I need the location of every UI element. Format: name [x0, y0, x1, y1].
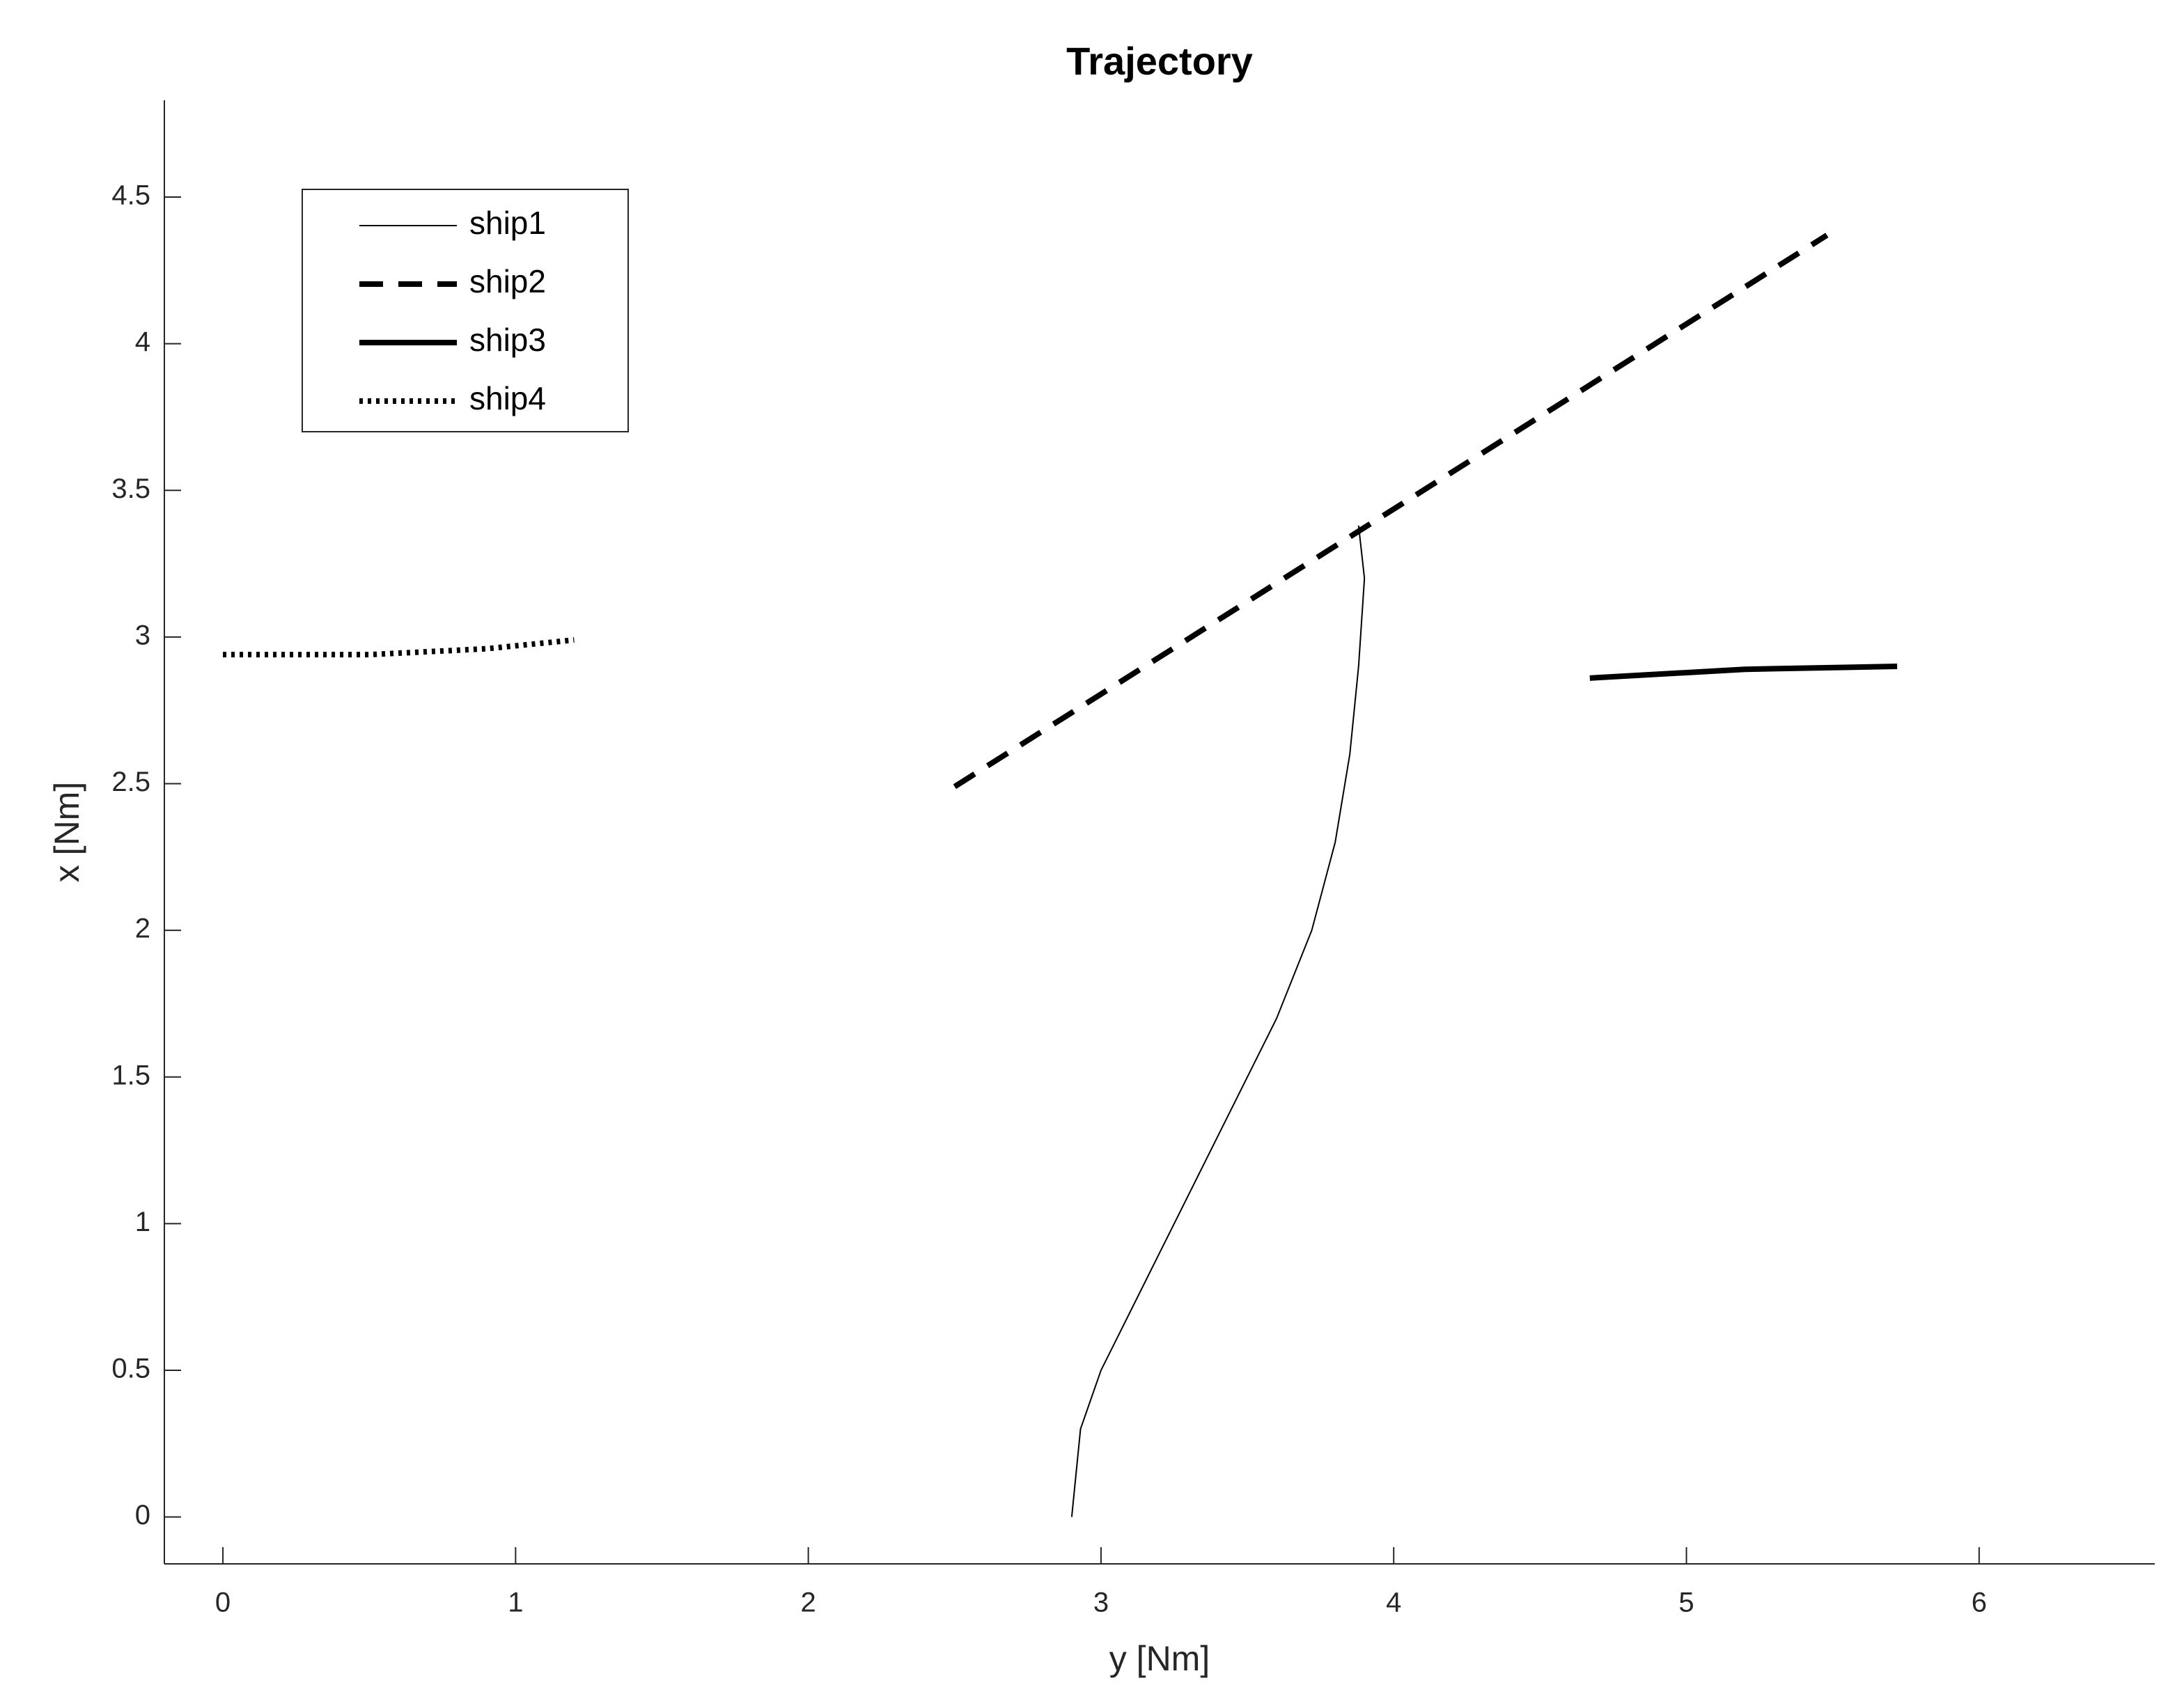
series-line — [1589, 663, 1898, 681]
chart-title: Trajectory — [1066, 39, 1253, 83]
y-tick-label: 1 — [135, 1207, 150, 1237]
legend-box — [302, 189, 629, 432]
y-tick-label: 0.5 — [111, 1354, 150, 1384]
legend-label: ship4 — [469, 380, 546, 416]
x-axis-label: y [Nm] — [1109, 1639, 1210, 1678]
legend-label: ship2 — [469, 263, 546, 299]
y-tick-label: 1.5 — [111, 1060, 150, 1090]
x-tick-label: 0 — [215, 1588, 231, 1618]
y-tick-label: 2.5 — [111, 767, 150, 797]
x-tick-label: 6 — [1972, 1588, 1987, 1618]
y-axis-label: x [Nm] — [47, 782, 86, 882]
y-tick-label: 3.5 — [111, 473, 150, 504]
legend-label: ship1 — [469, 205, 546, 241]
series-line — [953, 233, 1829, 790]
series-line — [223, 637, 575, 658]
y-tick-label: 3 — [135, 620, 150, 650]
x-tick-label: 1 — [508, 1588, 523, 1618]
x-tick-label: 2 — [801, 1588, 816, 1618]
legend-label: ship3 — [469, 322, 546, 358]
y-tick-label: 2 — [135, 914, 150, 944]
y-tick-label: 4 — [135, 327, 150, 357]
y-tick-label: 0 — [135, 1500, 150, 1530]
x-tick-label: 3 — [1093, 1588, 1109, 1618]
series-line — [1070, 525, 1366, 1517]
x-tick-label: 4 — [1386, 1588, 1401, 1618]
x-tick-label: 5 — [1678, 1588, 1694, 1618]
y-tick-label: 4.5 — [111, 180, 150, 211]
